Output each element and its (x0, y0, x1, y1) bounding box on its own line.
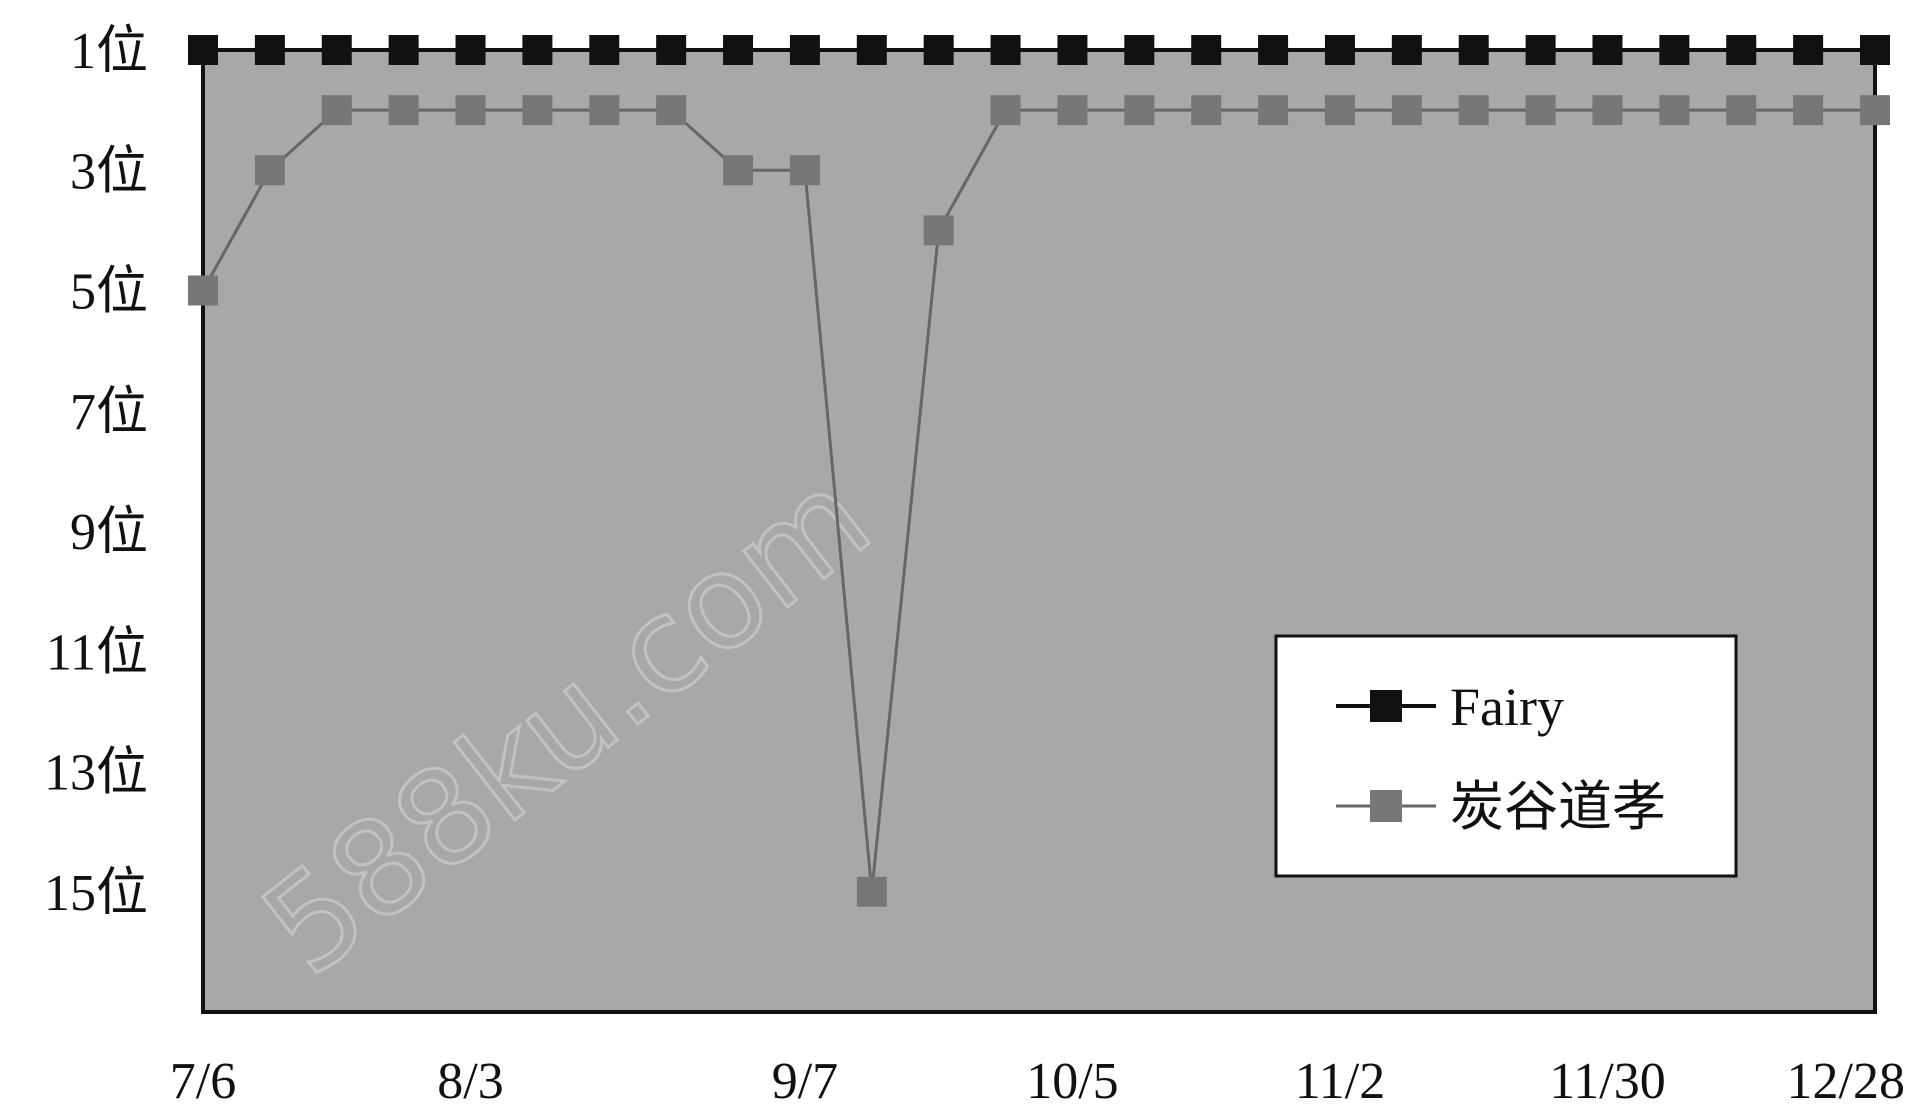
y-tick-label: 11位 (46, 624, 148, 681)
y-axis: 1位 3位 5位 7位 9位 11位 13位 15位 (44, 23, 148, 922)
y-tick-label: 5位 (70, 264, 148, 321)
data-point-series2 (1391, 95, 1422, 126)
x-axis: 7/6 8/3 9/7 10/5 11/2 11/30 12/28 (170, 1053, 1905, 1110)
data-point-series2 (188, 275, 218, 306)
data-point-fairy (1592, 35, 1623, 65)
data-point-series2 (254, 155, 285, 186)
data-point-fairy (1191, 35, 1222, 65)
data-point-series2 (589, 95, 620, 126)
legend-label-series2: 炭谷道孝 (1450, 777, 1666, 837)
data-point-series2 (1324, 95, 1355, 126)
x-tick-label: 9/7 (772, 1053, 838, 1110)
x-tick-label: 11/30 (1549, 1053, 1666, 1110)
data-point-fairy (1391, 35, 1422, 65)
data-point-fairy (522, 35, 553, 65)
data-point-series2 (789, 155, 820, 186)
series-layer (188, 35, 1890, 907)
data-point-fairy (1324, 35, 1355, 65)
legend-swatch-marker-fairy (1370, 690, 1402, 722)
data-point-series2 (1659, 95, 1690, 126)
legend-swatch-marker-series2 (1370, 790, 1402, 822)
data-point-series2 (321, 95, 352, 126)
data-point-series2 (1860, 95, 1890, 126)
data-point-fairy (990, 35, 1021, 65)
x-tick-label: 8/3 (437, 1053, 503, 1110)
data-point-fairy (656, 35, 687, 65)
data-point-fairy (1726, 35, 1757, 65)
data-point-fairy (1793, 35, 1824, 65)
data-point-series2 (1726, 95, 1757, 126)
data-point-series2 (1124, 95, 1155, 126)
data-point-fairy (455, 35, 486, 65)
data-point-series2 (1592, 95, 1623, 126)
data-point-fairy (188, 35, 218, 65)
data-point-fairy (321, 35, 352, 65)
x-tick-label: 10/5 (1026, 1053, 1118, 1110)
data-point-series2 (1458, 95, 1489, 126)
data-point-fairy (1659, 35, 1690, 65)
data-point-series2 (1793, 95, 1824, 126)
legend: Fairy 炭谷道孝 (1274, 634, 1738, 878)
y-tick-label: 1位 (70, 23, 148, 80)
data-point-fairy (789, 35, 820, 65)
data-point-series2 (723, 155, 754, 186)
data-point-fairy (388, 35, 419, 65)
data-point-series2 (923, 215, 954, 246)
y-tick-label: 13位 (44, 745, 148, 802)
data-point-series2 (990, 95, 1021, 126)
data-point-fairy (723, 35, 754, 65)
y-tick-label: 15位 (44, 865, 148, 922)
x-tick-label: 7/6 (170, 1053, 236, 1110)
data-point-fairy (589, 35, 620, 65)
legend-label-fairy: Fairy (1450, 677, 1564, 737)
data-point-fairy (254, 35, 285, 65)
x-tick-label: 11/2 (1295, 1053, 1386, 1110)
x-tick-label: 12/28 (1787, 1053, 1905, 1110)
y-tick-label: 3位 (70, 143, 148, 200)
data-point-series2 (656, 95, 687, 126)
data-point-series2 (1191, 95, 1222, 126)
data-point-fairy (856, 35, 887, 65)
data-point-fairy (1124, 35, 1155, 65)
data-point-fairy (1458, 35, 1489, 65)
data-point-fairy (1057, 35, 1088, 65)
data-point-series2 (455, 95, 486, 126)
y-tick-label: 7位 (70, 384, 148, 441)
data-point-series2 (1525, 95, 1556, 126)
legend-box (1274, 634, 1738, 878)
data-point-fairy (1525, 35, 1556, 65)
data-point-series2 (1258, 95, 1289, 126)
data-point-series2 (388, 95, 419, 126)
data-point-series2 (1057, 95, 1088, 126)
data-point-series2 (522, 95, 553, 126)
data-point-fairy (1258, 35, 1289, 65)
data-point-fairy (1860, 35, 1890, 65)
data-point-fairy (923, 35, 954, 65)
y-tick-label: 9位 (70, 504, 148, 561)
data-point-series2 (856, 876, 887, 907)
